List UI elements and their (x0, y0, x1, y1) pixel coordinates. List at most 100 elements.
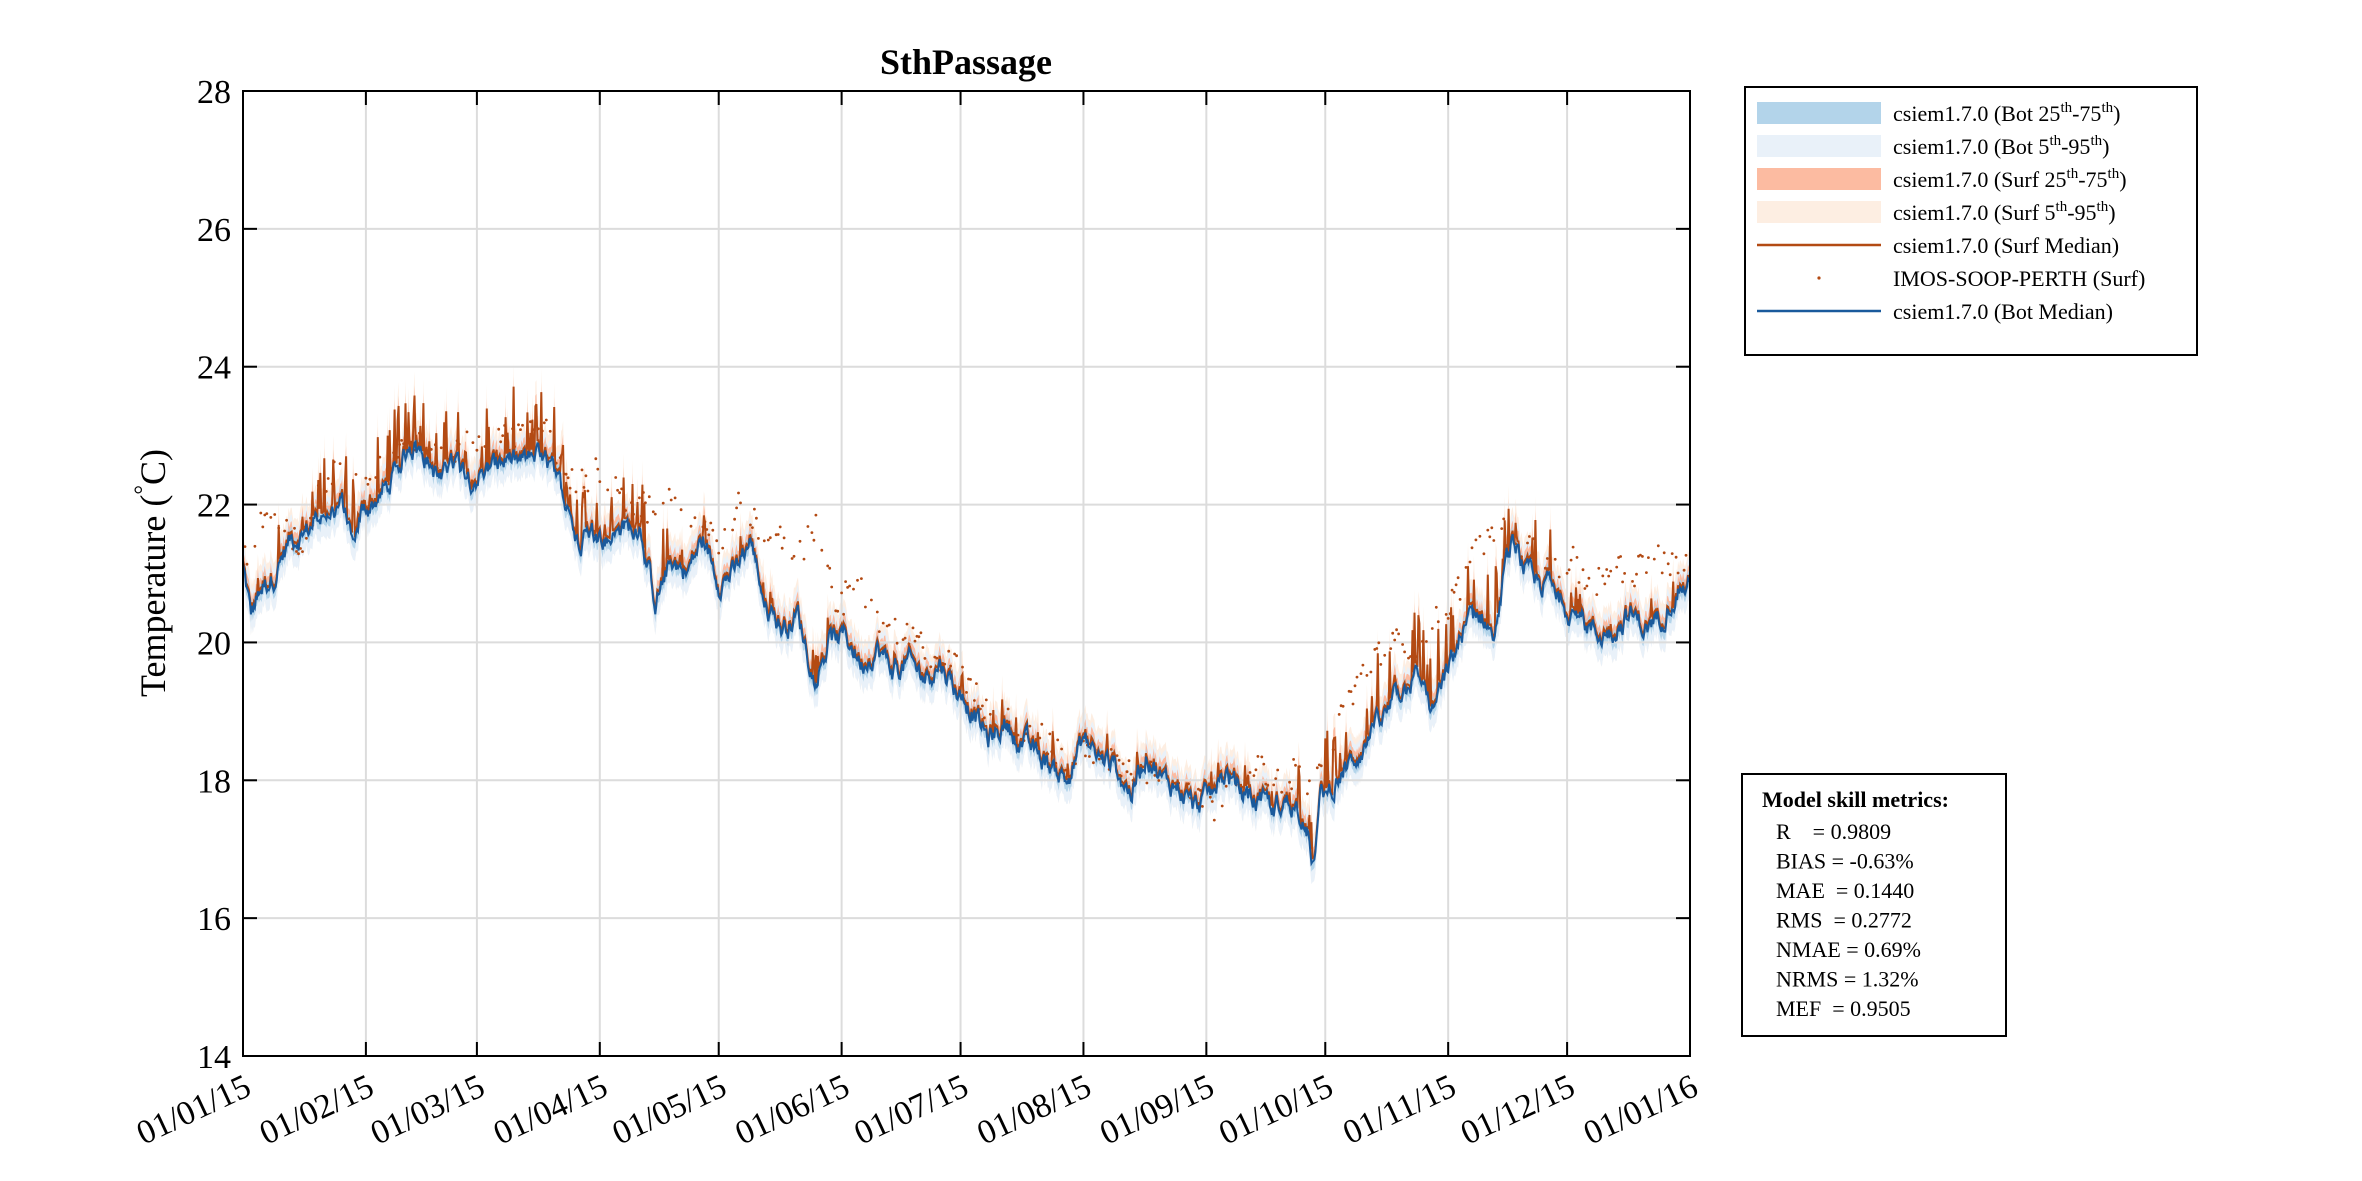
legend-label: csiem1.7.0 (Surf 5th-95th) (1893, 199, 2116, 225)
skill-metric-line: NRMS = 1.32% (1776, 967, 1919, 992)
legend-label: csiem1.7.0 (Surf Median) (1893, 233, 2119, 258)
obs-point (398, 443, 401, 446)
obs-point (802, 557, 806, 561)
legend-label: csiem1.7.0 (Bot 5th-95th) (1893, 133, 2109, 159)
obs-point (949, 664, 952, 668)
obs-point (1595, 593, 1599, 596)
obs-point (703, 520, 707, 524)
obs-point (285, 518, 288, 522)
obs-point (1157, 779, 1161, 782)
obs-point (905, 622, 909, 626)
obs-point (544, 418, 548, 422)
axis-ticks (242, 90, 1691, 1057)
obs-point (733, 517, 736, 521)
obs-point (1656, 544, 1660, 548)
obs-point (642, 491, 645, 494)
obs-point (402, 442, 405, 446)
obs-point (439, 446, 443, 450)
obs-point (324, 490, 328, 493)
legend-label: IMOS-SOOP-PERTH (Surf) (1893, 266, 2145, 291)
obs-point (792, 554, 796, 558)
x-tick-label: 01/11/15 (1337, 1068, 1461, 1152)
obs-point (911, 626, 915, 630)
obs-point (584, 474, 588, 478)
obs-point (1341, 704, 1345, 708)
y-axis-label: Temperature (°C) (131, 449, 173, 697)
skill-metric-line: BIAS = -0.63% (1776, 849, 1914, 874)
obs-point (947, 649, 951, 653)
obs-point (693, 516, 697, 520)
obs-point (1569, 558, 1573, 562)
obs-point (471, 441, 475, 444)
series (242, 386, 1691, 867)
legend-entry-surf_median: csiem1.7.0 (Surf Median) (1757, 233, 2119, 258)
obs-point (1248, 771, 1252, 774)
obs-point (961, 665, 964, 669)
obs-point (1276, 768, 1280, 772)
x-tick-label: 01/01/16 (1578, 1068, 1703, 1153)
x-tick-label: 01/12/15 (1455, 1068, 1580, 1153)
obs-point (1401, 643, 1404, 646)
obs-point (723, 528, 727, 531)
obs-point (1456, 576, 1460, 580)
obs-point (1553, 557, 1557, 561)
obs-point (277, 526, 281, 530)
obs-point (1125, 770, 1129, 774)
obs-point (1006, 707, 1010, 711)
obs-point (864, 605, 867, 609)
obs-point (935, 656, 939, 660)
skill-metrics-lines: R = 0.9809 BIAS = -0.63% MAE = 0.1440 RMS =… (1776, 819, 1921, 1021)
obs-point (1365, 674, 1369, 677)
obs-point (1417, 642, 1420, 646)
obs-point (1676, 571, 1680, 575)
obs-point (647, 495, 651, 499)
obs-point (1567, 568, 1571, 572)
obs-point (1434, 605, 1438, 609)
obs-point (929, 665, 933, 669)
obs-point (1266, 783, 1270, 787)
legend-label-part: th (2060, 100, 2072, 116)
legend-label-part: th (2067, 166, 2079, 182)
obs-point (1224, 784, 1228, 788)
obs-point (778, 525, 782, 529)
obs-point (877, 630, 881, 633)
x-tick-labels: 01/01/1501/02/1501/03/1501/04/1501/05/15… (131, 1068, 1703, 1153)
legend-entry-bot_median: csiem1.7.0 (Bot Median) (1757, 299, 2113, 324)
obs-point (790, 557, 794, 560)
obs-point (1454, 583, 1458, 587)
obs-point (322, 491, 326, 495)
obs-point (1452, 590, 1456, 594)
obs-point (1633, 584, 1636, 588)
obs-point (981, 704, 984, 708)
obs-point (263, 513, 267, 517)
obs-point (753, 507, 756, 511)
obs-point (1109, 748, 1113, 751)
legend-label-part: csiem1.7.0 (Bot 25 (1893, 101, 2060, 126)
obs-point (921, 646, 925, 649)
obs-point (979, 707, 982, 711)
obs-point (1048, 732, 1052, 736)
obs-point (943, 662, 947, 666)
y-tick-label: 26 (197, 212, 231, 249)
y-axis-label-degree: ° (131, 485, 157, 495)
legend-label: csiem1.7.0 (Surf 25th-75th) (1893, 166, 2127, 192)
obs-point (669, 498, 673, 502)
legend-label-part: th (2090, 133, 2102, 149)
legend-label-part: -75 (2072, 101, 2101, 126)
obs-point (1470, 546, 1474, 550)
legend-label-part: -95 (2067, 200, 2096, 225)
obs-point (1577, 581, 1581, 584)
obs-point (392, 451, 395, 455)
obs-point (1149, 760, 1153, 764)
obs-point (870, 598, 873, 602)
obs-point (283, 529, 286, 533)
obs-point (1292, 758, 1295, 761)
obs-point (1127, 759, 1131, 763)
obs-point (768, 536, 772, 540)
obs-point (689, 524, 693, 528)
obs-point (860, 577, 863, 580)
obs-point (519, 428, 522, 431)
obs-point (1500, 527, 1504, 530)
obs-point (1331, 748, 1335, 751)
percentile-bands (243, 362, 1690, 885)
